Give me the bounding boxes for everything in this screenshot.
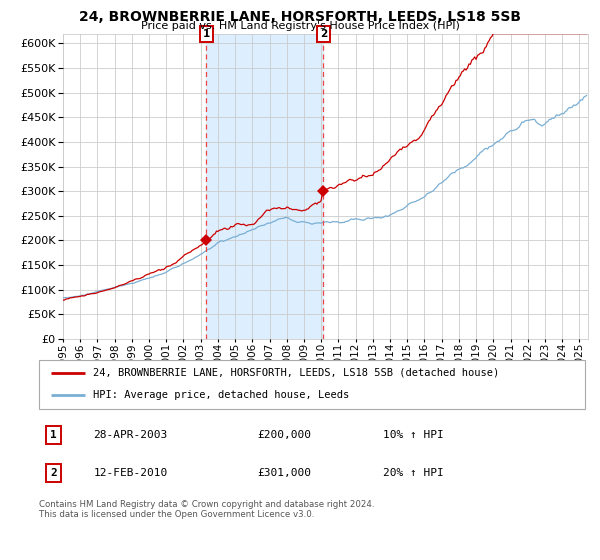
Text: 12-FEB-2010: 12-FEB-2010 — [94, 468, 168, 478]
Text: 2: 2 — [50, 468, 57, 478]
Text: Contains HM Land Registry data © Crown copyright and database right 2024.
This d: Contains HM Land Registry data © Crown c… — [39, 500, 374, 519]
FancyBboxPatch shape — [39, 360, 585, 409]
Text: £301,000: £301,000 — [257, 468, 311, 478]
Text: 24, BROWNBERRIE LANE, HORSFORTH, LEEDS, LS18 5SB (detached house): 24, BROWNBERRIE LANE, HORSFORTH, LEEDS, … — [92, 368, 499, 378]
Bar — [206, 34, 323, 339]
Text: Price paid vs. HM Land Registry's House Price Index (HPI): Price paid vs. HM Land Registry's House … — [140, 21, 460, 31]
Text: 20% ↑ HPI: 20% ↑ HPI — [383, 468, 444, 478]
Text: 1: 1 — [50, 430, 57, 440]
Text: HPI: Average price, detached house, Leeds: HPI: Average price, detached house, Leed… — [92, 390, 349, 400]
Text: 10% ↑ HPI: 10% ↑ HPI — [383, 430, 444, 440]
Text: 1: 1 — [203, 29, 210, 39]
Text: £200,000: £200,000 — [257, 430, 311, 440]
Text: 24, BROWNBERRIE LANE, HORSFORTH, LEEDS, LS18 5SB: 24, BROWNBERRIE LANE, HORSFORTH, LEEDS, … — [79, 10, 521, 24]
Text: 28-APR-2003: 28-APR-2003 — [94, 430, 168, 440]
Text: 2: 2 — [320, 29, 327, 39]
